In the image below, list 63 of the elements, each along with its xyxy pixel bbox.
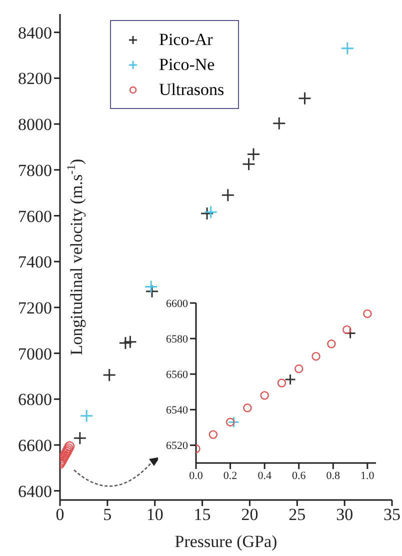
y-tick-label: 7400 <box>18 252 52 272</box>
x-axis-title: Pressure (GPa) <box>174 532 278 551</box>
y-tick-label: 7200 <box>18 298 52 318</box>
point <box>242 157 256 171</box>
point <box>221 188 235 202</box>
point <box>340 42 354 56</box>
x-tick-label: 25 <box>288 505 306 524</box>
y-tick-label: 8200 <box>18 69 52 88</box>
x-tick-label: 15 <box>194 505 211 524</box>
point <box>118 336 132 350</box>
point <box>260 391 269 400</box>
legend-label: Pico-Ar <box>159 30 213 50</box>
point <box>228 416 240 428</box>
point <box>363 309 372 318</box>
point <box>144 280 158 294</box>
point <box>277 378 286 388</box>
x-tick-label: 0.4 <box>258 470 272 482</box>
x-tick-label: 35 <box>384 505 400 524</box>
y-tick-label: 6800 <box>18 390 52 410</box>
point <box>123 335 137 349</box>
x-tick-label: 20 <box>241 505 258 524</box>
y-tick-label: 6400 <box>18 482 52 501</box>
y-tick-label: 7600 <box>18 206 52 226</box>
x-tick-label: 0.2 <box>223 470 238 482</box>
y-tick-label: 7000 <box>18 344 52 364</box>
point <box>246 148 260 162</box>
y-tick-label: 8000 <box>18 115 52 134</box>
point <box>284 374 296 386</box>
point <box>64 441 75 452</box>
x-tick-label: 10 <box>146 505 164 524</box>
x-tick-label: 0.6 <box>292 470 306 482</box>
point <box>226 418 235 426</box>
x-tick-label: 1.0 <box>360 470 375 482</box>
point <box>272 116 286 130</box>
y-tick-label: 7800 <box>18 160 52 180</box>
x-tick-label: 0.0 <box>189 470 204 482</box>
point <box>344 327 356 339</box>
point <box>73 431 87 445</box>
x-tick-label: 30 <box>336 505 354 524</box>
x-tick-label: 0.8 <box>326 470 341 482</box>
legend-label: Ultrasons <box>159 80 224 100</box>
y-tick-label: 6600 <box>166 298 188 310</box>
y-tick-label: 6560 <box>166 369 188 382</box>
point <box>145 284 159 298</box>
point <box>342 325 352 334</box>
point <box>243 404 252 412</box>
y-tick-label: 6540 <box>166 404 188 417</box>
legend-label: Pico-Ne <box>159 54 215 74</box>
x-tick-label: 0 <box>56 505 64 524</box>
y-tick-label: 6600 <box>18 436 52 456</box>
point <box>208 430 218 439</box>
y-tick-label: 6580 <box>166 333 188 346</box>
point <box>298 92 312 106</box>
point <box>102 368 116 382</box>
y-tick-label: 6520 <box>166 440 188 452</box>
y-tick-label: 8400 <box>18 23 52 42</box>
point <box>312 352 320 361</box>
point <box>80 409 94 423</box>
point <box>204 205 218 219</box>
point <box>200 206 214 220</box>
point <box>294 364 304 374</box>
x-tick-label: 5 <box>103 505 112 524</box>
point <box>327 340 336 348</box>
